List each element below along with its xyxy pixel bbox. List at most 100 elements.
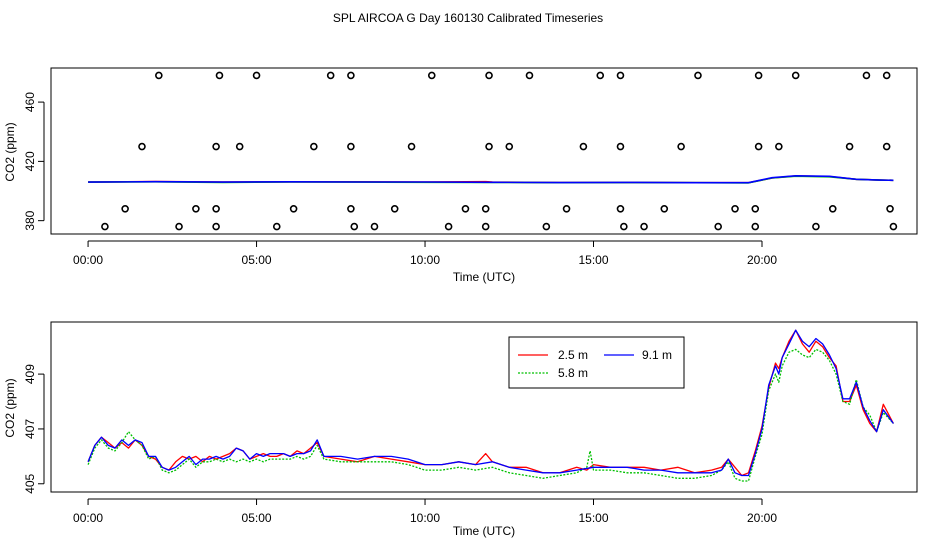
reference-point <box>812 222 820 231</box>
reference-point <box>370 222 379 231</box>
reference-point <box>579 142 588 151</box>
series-line-9-1-m <box>87 329 894 477</box>
reference-point <box>212 222 220 231</box>
reference-point <box>350 222 359 231</box>
top-plot-marks <box>88 71 898 231</box>
x-tick-label: 15:00 <box>578 253 608 267</box>
reference-point <box>775 142 783 151</box>
reference-point <box>138 142 146 151</box>
reference-point <box>347 71 355 80</box>
y-tick-label: 420 <box>23 151 37 171</box>
series-line-2-5-m <box>87 329 894 477</box>
reference-point <box>310 142 318 151</box>
x-tick-label: 00:00 <box>73 253 103 267</box>
reference-point <box>845 142 854 151</box>
reference-point <box>889 222 898 231</box>
reference-point <box>272 222 281 231</box>
reference-point <box>505 142 514 151</box>
top-y-axis: 380 420 460 <box>23 92 45 231</box>
x-tick-label: 00:00 <box>73 511 103 525</box>
bottom-x-axis-label: Time (UTC) <box>453 524 515 538</box>
reference-point <box>694 71 702 80</box>
x-tick-label: 05:00 <box>242 253 272 267</box>
series-line-5-8-m <box>87 348 894 482</box>
x-tick-label: 20:00 <box>747 253 777 267</box>
reference-point <box>347 205 355 213</box>
top-x-axis-label: Time (UTC) <box>453 270 515 284</box>
legend-label-5-8m: 5.8 m <box>558 366 588 380</box>
bottom-y-axis: 405 407 409 <box>23 364 45 494</box>
reference-point <box>616 142 625 151</box>
reference-point <box>212 205 220 213</box>
bottom-y-axis-label: CO2 (ppm) <box>3 378 17 437</box>
reference-point <box>660 205 669 213</box>
reference-point <box>390 205 399 213</box>
reference-point <box>461 205 470 213</box>
reference-point <box>252 71 261 80</box>
x-tick-label: 15:00 <box>578 511 608 525</box>
x-tick-label: 05:00 <box>242 511 272 525</box>
legend-box <box>508 336 685 389</box>
reference-point <box>444 222 453 231</box>
reference-point <box>407 142 416 151</box>
y-tick-label: 407 <box>23 419 37 439</box>
top-plot-frame <box>50 67 918 235</box>
reference-point <box>101 222 109 231</box>
reference-point <box>562 205 571 213</box>
top-x-axis: 00:00 05:00 10:00 15:00 20:00 <box>73 240 777 267</box>
reference-point <box>791 71 800 80</box>
reference-point <box>235 142 244 151</box>
top-y-axis-label: CO2 (ppm) <box>3 122 17 181</box>
reference-point <box>882 71 891 80</box>
reference-point <box>616 205 625 213</box>
reference-point <box>542 222 551 231</box>
x-tick-label: 10:00 <box>410 253 440 267</box>
reference-point <box>525 71 534 80</box>
y-tick-label: 405 <box>23 473 37 493</box>
reference-point <box>326 71 335 80</box>
reference-point <box>347 142 355 151</box>
bottom-panel: 00:00 05:00 10:00 15:00 20:00 405 407 409 Time… <box>3 321 918 538</box>
bottom-plot-frame <box>50 321 918 493</box>
reference-point <box>640 222 648 231</box>
reference-point <box>862 71 871 80</box>
reference-point <box>882 142 891 151</box>
legend-label-2-5m: 2.5 m <box>558 348 588 362</box>
reference-point <box>427 71 436 80</box>
reference-point <box>485 71 493 80</box>
reference-point <box>485 142 493 151</box>
reference-point <box>616 71 625 80</box>
reference-point <box>121 205 129 213</box>
series-line-9-1-m <box>88 175 894 184</box>
reference-point <box>677 142 685 151</box>
reference-point <box>212 142 220 151</box>
y-tick-label: 409 <box>23 364 37 384</box>
y-tick-label: 460 <box>23 92 37 112</box>
reference-point <box>828 205 837 213</box>
reference-point <box>751 222 760 231</box>
reference-point <box>289 205 298 213</box>
x-tick-label: 20:00 <box>747 511 777 525</box>
legend: 2.5 m 5.8 m 9.1 m <box>508 336 685 389</box>
legend-label-9-1m: 9.1 m <box>642 348 672 362</box>
reference-point <box>596 71 605 80</box>
figure-title: SPL AIRCOA G Day 160130 Calibrated Times… <box>333 11 603 25</box>
reference-point <box>731 205 739 213</box>
y-tick-label: 380 <box>23 210 37 230</box>
reference-point <box>481 222 490 231</box>
top-panel: 00:00 05:00 10:00 15:00 20:00 380 420 460 Time… <box>3 67 918 284</box>
reference-point <box>155 71 163 80</box>
reference-point <box>714 222 722 231</box>
reference-point <box>215 71 224 80</box>
reference-point <box>751 205 760 213</box>
reference-point <box>886 205 894 213</box>
reference-point <box>754 71 763 80</box>
reference-point <box>175 222 183 231</box>
bottom-plot-marks <box>87 329 894 482</box>
x-tick-label: 10:00 <box>410 511 440 525</box>
reference-point <box>481 205 490 213</box>
reference-point <box>754 142 763 151</box>
reference-point <box>192 205 200 213</box>
reference-point <box>620 222 628 231</box>
